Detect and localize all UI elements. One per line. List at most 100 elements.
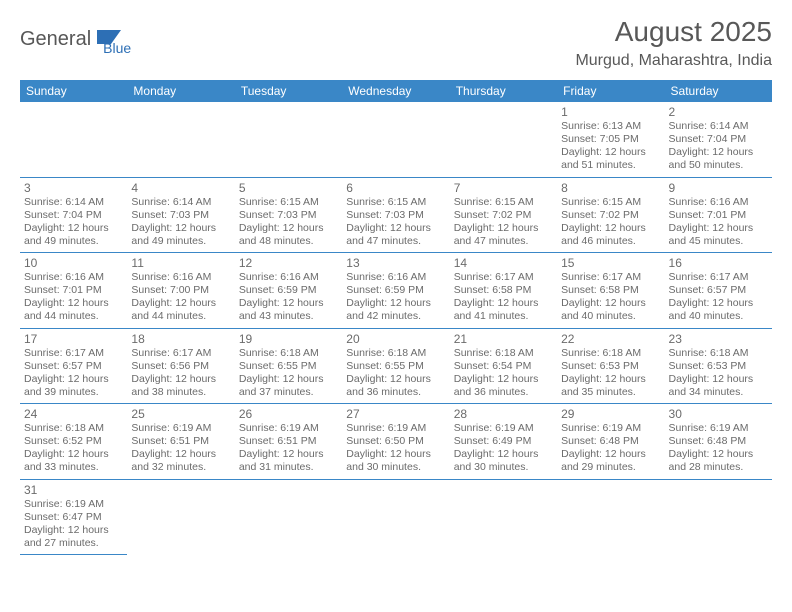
calendar-day-cell: 8Sunrise: 6:15 AMSunset: 7:02 PMDaylight… [557,177,664,253]
day-info: Sunrise: 6:16 AMSunset: 7:00 PMDaylight:… [131,271,230,324]
calendar-day-cell: 3Sunrise: 6:14 AMSunset: 7:04 PMDaylight… [20,177,127,253]
day-number: 21 [454,332,553,346]
day-info: Sunrise: 6:17 AMSunset: 6:56 PMDaylight:… [131,347,230,400]
calendar-day-cell: 5Sunrise: 6:15 AMSunset: 7:03 PMDaylight… [235,177,342,253]
logo-text-blue: Blue [103,40,131,56]
day-number: 5 [239,181,338,195]
day-number: 28 [454,407,553,421]
day-number: 25 [131,407,230,421]
day-number: 22 [561,332,660,346]
calendar-day-cell: 10Sunrise: 6:16 AMSunset: 7:01 PMDayligh… [20,253,127,329]
day-info: Sunrise: 6:16 AMSunset: 7:01 PMDaylight:… [24,271,123,324]
day-number: 17 [24,332,123,346]
day-number: 12 [239,256,338,270]
day-info: Sunrise: 6:15 AMSunset: 7:02 PMDaylight:… [561,196,660,249]
day-info: Sunrise: 6:19 AMSunset: 6:49 PMDaylight:… [454,422,553,475]
calendar-day-cell: 15Sunrise: 6:17 AMSunset: 6:58 PMDayligh… [557,253,664,329]
calendar-day-cell: 21Sunrise: 6:18 AMSunset: 6:54 PMDayligh… [450,328,557,404]
calendar-header-row: SundayMondayTuesdayWednesdayThursdayFrid… [20,80,772,102]
day-number: 15 [561,256,660,270]
day-info: Sunrise: 6:18 AMSunset: 6:55 PMDaylight:… [346,347,445,400]
calendar-day-cell: 22Sunrise: 6:18 AMSunset: 6:53 PMDayligh… [557,328,664,404]
weekday-header: Monday [127,80,234,102]
day-number: 11 [131,256,230,270]
day-number: 9 [669,181,768,195]
day-info: Sunrise: 6:14 AMSunset: 7:03 PMDaylight:… [131,196,230,249]
day-number: 13 [346,256,445,270]
calendar-day-cell: 26Sunrise: 6:19 AMSunset: 6:51 PMDayligh… [235,404,342,480]
calendar-empty-cell [20,102,127,177]
weekday-header: Thursday [450,80,557,102]
day-number: 16 [669,256,768,270]
day-number: 14 [454,256,553,270]
day-number: 10 [24,256,123,270]
day-info: Sunrise: 6:18 AMSunset: 6:53 PMDaylight:… [561,347,660,400]
calendar-day-cell: 31Sunrise: 6:19 AMSunset: 6:47 PMDayligh… [20,479,127,555]
calendar-empty-cell [665,479,772,555]
day-number: 3 [24,181,123,195]
day-number: 19 [239,332,338,346]
day-number: 23 [669,332,768,346]
calendar-day-cell: 27Sunrise: 6:19 AMSunset: 6:50 PMDayligh… [342,404,449,480]
calendar-day-cell: 17Sunrise: 6:17 AMSunset: 6:57 PMDayligh… [20,328,127,404]
day-number: 6 [346,181,445,195]
day-info: Sunrise: 6:14 AMSunset: 7:04 PMDaylight:… [24,196,123,249]
calendar-day-cell: 18Sunrise: 6:17 AMSunset: 6:56 PMDayligh… [127,328,234,404]
weekday-header: Friday [557,80,664,102]
day-number: 20 [346,332,445,346]
day-number: 30 [669,407,768,421]
day-info: Sunrise: 6:13 AMSunset: 7:05 PMDaylight:… [561,120,660,173]
day-number: 18 [131,332,230,346]
day-number: 24 [24,407,123,421]
calendar-day-cell: 24Sunrise: 6:18 AMSunset: 6:52 PMDayligh… [20,404,127,480]
calendar-empty-cell [342,479,449,555]
calendar-day-cell: 7Sunrise: 6:15 AMSunset: 7:02 PMDaylight… [450,177,557,253]
day-info: Sunrise: 6:15 AMSunset: 7:03 PMDaylight:… [346,196,445,249]
day-number: 31 [24,483,123,497]
day-number: 4 [131,181,230,195]
logo: General Blue [20,22,131,56]
day-number: 27 [346,407,445,421]
calendar-empty-cell [235,102,342,177]
day-info: Sunrise: 6:19 AMSunset: 6:47 PMDaylight:… [24,498,123,551]
calendar-day-cell: 28Sunrise: 6:19 AMSunset: 6:49 PMDayligh… [450,404,557,480]
calendar-day-cell: 12Sunrise: 6:16 AMSunset: 6:59 PMDayligh… [235,253,342,329]
calendar-empty-cell [557,479,664,555]
calendar-empty-cell [127,479,234,555]
calendar-day-cell: 1Sunrise: 6:13 AMSunset: 7:05 PMDaylight… [557,102,664,177]
calendar-day-cell: 9Sunrise: 6:16 AMSunset: 7:01 PMDaylight… [665,177,772,253]
logo-text-general: General [20,28,91,51]
weekday-header: Wednesday [342,80,449,102]
day-info: Sunrise: 6:16 AMSunset: 6:59 PMDaylight:… [239,271,338,324]
header: General Blue August 2025 Murgud, Maharas… [20,16,772,70]
day-info: Sunrise: 6:16 AMSunset: 6:59 PMDaylight:… [346,271,445,324]
day-info: Sunrise: 6:19 AMSunset: 6:51 PMDaylight:… [131,422,230,475]
day-info: Sunrise: 6:17 AMSunset: 6:58 PMDaylight:… [561,271,660,324]
day-info: Sunrise: 6:18 AMSunset: 6:54 PMDaylight:… [454,347,553,400]
day-number: 7 [454,181,553,195]
calendar-day-cell: 14Sunrise: 6:17 AMSunset: 6:58 PMDayligh… [450,253,557,329]
calendar-empty-cell [450,102,557,177]
day-info: Sunrise: 6:17 AMSunset: 6:57 PMDaylight:… [24,347,123,400]
day-number: 8 [561,181,660,195]
weekday-header: Tuesday [235,80,342,102]
calendar-table: SundayMondayTuesdayWednesdayThursdayFrid… [20,80,772,555]
calendar-day-cell: 25Sunrise: 6:19 AMSunset: 6:51 PMDayligh… [127,404,234,480]
day-info: Sunrise: 6:19 AMSunset: 6:48 PMDaylight:… [669,422,768,475]
calendar-empty-cell [127,102,234,177]
calendar-empty-cell [450,479,557,555]
calendar-empty-cell [342,102,449,177]
day-info: Sunrise: 6:17 AMSunset: 6:58 PMDaylight:… [454,271,553,324]
calendar-day-cell: 6Sunrise: 6:15 AMSunset: 7:03 PMDaylight… [342,177,449,253]
calendar-day-cell: 2Sunrise: 6:14 AMSunset: 7:04 PMDaylight… [665,102,772,177]
location: Murgud, Maharashtra, India [575,52,772,70]
calendar-day-cell: 29Sunrise: 6:19 AMSunset: 6:48 PMDayligh… [557,404,664,480]
day-number: 29 [561,407,660,421]
weekday-header: Saturday [665,80,772,102]
day-info: Sunrise: 6:17 AMSunset: 6:57 PMDaylight:… [669,271,768,324]
day-info: Sunrise: 6:16 AMSunset: 7:01 PMDaylight:… [669,196,768,249]
calendar-body: 1Sunrise: 6:13 AMSunset: 7:05 PMDaylight… [20,102,772,555]
day-info: Sunrise: 6:19 AMSunset: 6:51 PMDaylight:… [239,422,338,475]
calendar-day-cell: 11Sunrise: 6:16 AMSunset: 7:00 PMDayligh… [127,253,234,329]
calendar-day-cell: 23Sunrise: 6:18 AMSunset: 6:53 PMDayligh… [665,328,772,404]
